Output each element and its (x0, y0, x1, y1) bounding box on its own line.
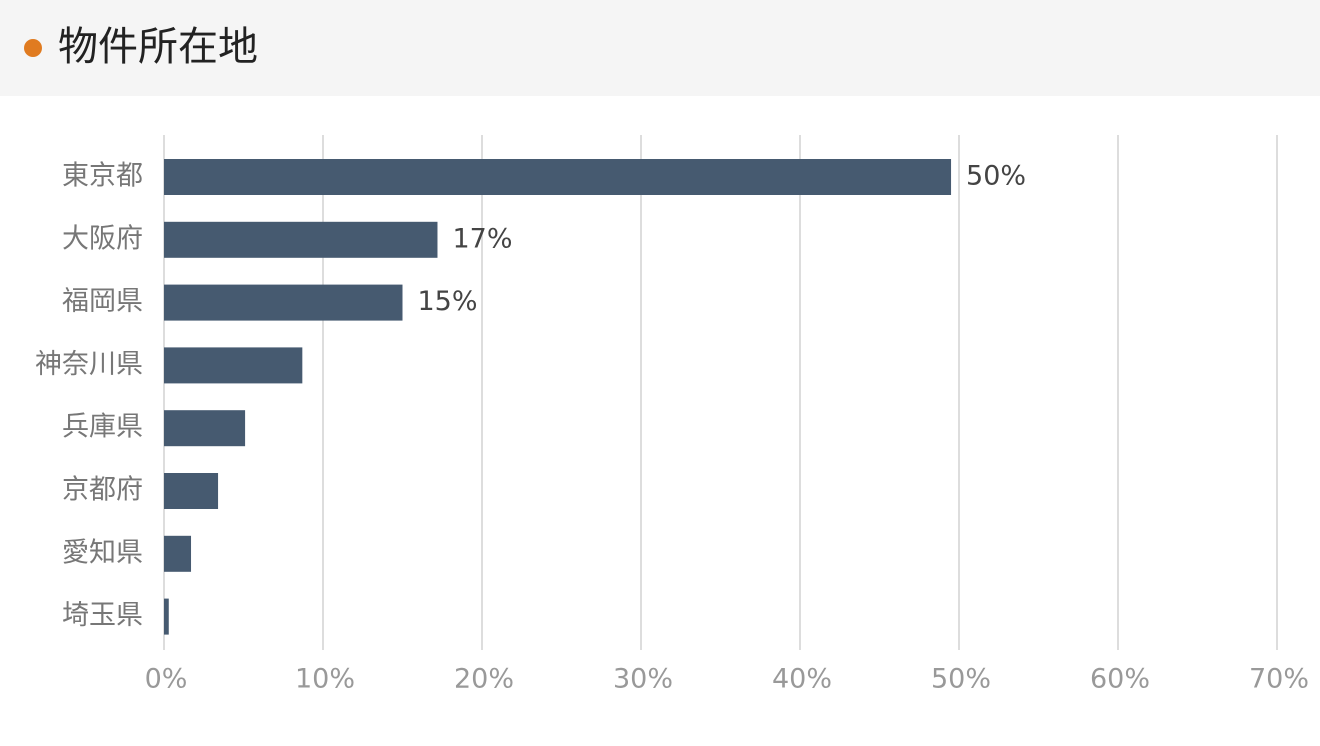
bar (164, 535, 192, 572)
bar (164, 598, 169, 635)
y-tick-label: 埼玉県 (62, 600, 143, 631)
y-tick-label: 福岡県 (62, 286, 143, 317)
y-tick-label: 兵庫県 (62, 412, 143, 443)
x-tick-label: 10% (295, 664, 355, 695)
bar (164, 347, 303, 384)
bar (164, 284, 403, 321)
y-tick-label: 神奈川県 (35, 349, 143, 380)
x-tick-label: 50% (931, 664, 991, 695)
y-tick-label: 京都府 (62, 475, 143, 506)
header-dot (24, 39, 42, 57)
x-tick-label: 30% (613, 664, 673, 695)
x-tick-label: 40% (772, 664, 832, 695)
y-tick-label: 愛知県 (62, 537, 143, 568)
value-label: 17% (452, 223, 512, 254)
chart: 0% 10% 20% 30% 40% 50% 60% 70% 東京都 50% 大阪府 17% 福岡県 15… (35, 135, 1309, 695)
y-tick-label: 大阪府 (62, 223, 143, 254)
x-tick-label: 70% (1249, 664, 1309, 695)
bar (164, 410, 246, 447)
value-label: 15% (418, 286, 478, 317)
bar (164, 473, 219, 509)
value-label: 50% (966, 161, 1026, 192)
x-tick-label: 60% (1090, 664, 1150, 695)
x-tick-label: 20% (454, 664, 514, 695)
header: 物件所在地 (0, 0, 1320, 96)
x-tick-label: 0% (145, 664, 188, 695)
bar (164, 221, 438, 258)
y-tick-label: 東京都 (62, 161, 143, 192)
header-title: 物件所在地 (58, 24, 258, 70)
bar (164, 159, 952, 195)
